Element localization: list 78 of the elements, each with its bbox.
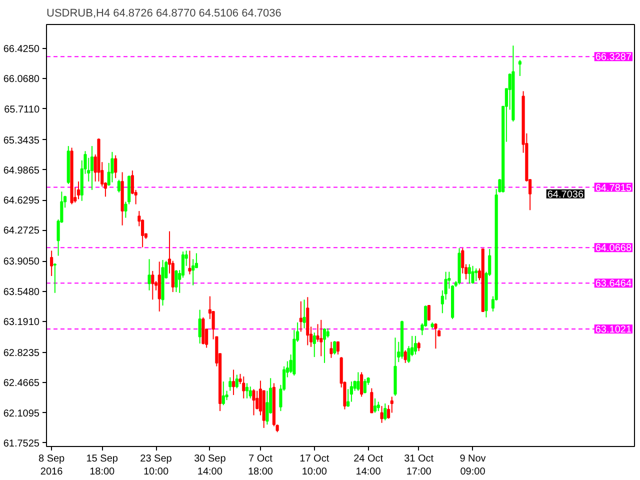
candlestick <box>474 268 478 282</box>
candlestick <box>50 250 54 277</box>
candlestick <box>320 319 323 357</box>
x-tick-label: 31 Oct 17:00 <box>404 454 434 478</box>
ref-line-label: 63.1021 <box>595 324 632 336</box>
candlestick <box>158 261 161 312</box>
x-tick-label: 30 Sep 14:00 <box>194 454 226 478</box>
candlestick <box>414 335 418 356</box>
candlestick <box>245 382 249 399</box>
candlestick <box>333 340 336 356</box>
x-tick-label: 7 Oct 18:00 <box>248 454 274 478</box>
candlestick <box>174 270 178 293</box>
candlestick <box>384 402 387 421</box>
candlestick <box>404 350 407 364</box>
candlestick <box>468 264 471 284</box>
candlestick <box>228 376 232 392</box>
y-tick-label: 66.0680 <box>3 74 40 86</box>
candlestick <box>427 305 430 322</box>
y-tick-label: 64.9865 <box>3 165 40 176</box>
candlestick <box>417 341 420 352</box>
candlestick <box>302 299 306 329</box>
candlestick <box>380 405 384 424</box>
candlestick <box>114 154 118 179</box>
y-tick-label: 63.9050 <box>3 256 40 268</box>
candlestick <box>326 328 330 338</box>
candlestick <box>198 309 202 344</box>
y-tick-label: 64.6295 <box>3 196 40 207</box>
candlestick <box>360 372 364 398</box>
candlestick <box>370 388 374 414</box>
text: 64.7036 <box>547 189 584 200</box>
ref-line-label: 64.0668 <box>595 243 632 254</box>
candlestick <box>76 180 80 200</box>
candlestick <box>248 386 252 399</box>
candlestick <box>518 59 522 76</box>
candlestick <box>312 332 316 358</box>
y-tick-label: 62.8235 <box>3 348 40 360</box>
x-tick-label: 15 Sep 18:00 <box>86 454 118 478</box>
candlestick <box>252 388 256 416</box>
candlestick <box>148 258 151 291</box>
candlestick <box>232 369 236 396</box>
candlestick <box>363 378 366 394</box>
candlestick <box>471 265 474 284</box>
y-tick-label: 61.7525 <box>3 438 40 450</box>
y-tick-label: 62.4665 <box>3 378 40 390</box>
ref-line-label: 63.6464 <box>595 278 632 290</box>
y-tick-label: 65.7110 <box>4 104 40 116</box>
x-tick-label: 24 Oct 14:00 <box>354 454 384 478</box>
candlestick <box>117 179 120 193</box>
candlestick <box>322 328 326 364</box>
candlestick <box>299 300 302 332</box>
x-tick-label: 9 Nov 09:00 <box>460 454 486 478</box>
candlestick <box>151 270 154 300</box>
candlestick <box>110 151 114 183</box>
candlestick <box>336 341 340 356</box>
chart-title: USDRUB,H4 64.8726 64.8770 64.5106 64.7036 <box>46 8 282 20</box>
candlestick <box>434 322 438 350</box>
candlestick <box>235 374 238 389</box>
candlestick <box>373 398 377 414</box>
candlestick <box>376 401 380 412</box>
x-tick-label: 23 Sep 10:00 <box>140 454 172 478</box>
y-tick-label: 66.4250 <box>3 44 40 56</box>
candlestick <box>330 341 333 358</box>
candlestick <box>222 381 225 406</box>
y-tick-label: 63.1910 <box>3 317 40 328</box>
candlestick <box>242 376 246 399</box>
x-tick-label: 8 Sep 2016 <box>38 454 66 478</box>
x-tick-label: 17 Oct 10:00 <box>300 454 330 478</box>
candlestick <box>188 250 192 275</box>
y-tick-label: 63.5480 <box>3 286 40 298</box>
y-tick-label: 64.2725 <box>3 226 40 237</box>
ref-line-label: 66.3287 <box>595 52 632 64</box>
candlestick <box>90 146 94 190</box>
ref-line-label: 64.7815 <box>595 182 632 194</box>
candlestick <box>53 262 56 294</box>
candlestick <box>192 258 195 286</box>
y-tick-label: 62.1095 <box>3 408 40 420</box>
y-tick-label: 65.3435 <box>3 135 40 146</box>
candlestick <box>356 372 360 392</box>
